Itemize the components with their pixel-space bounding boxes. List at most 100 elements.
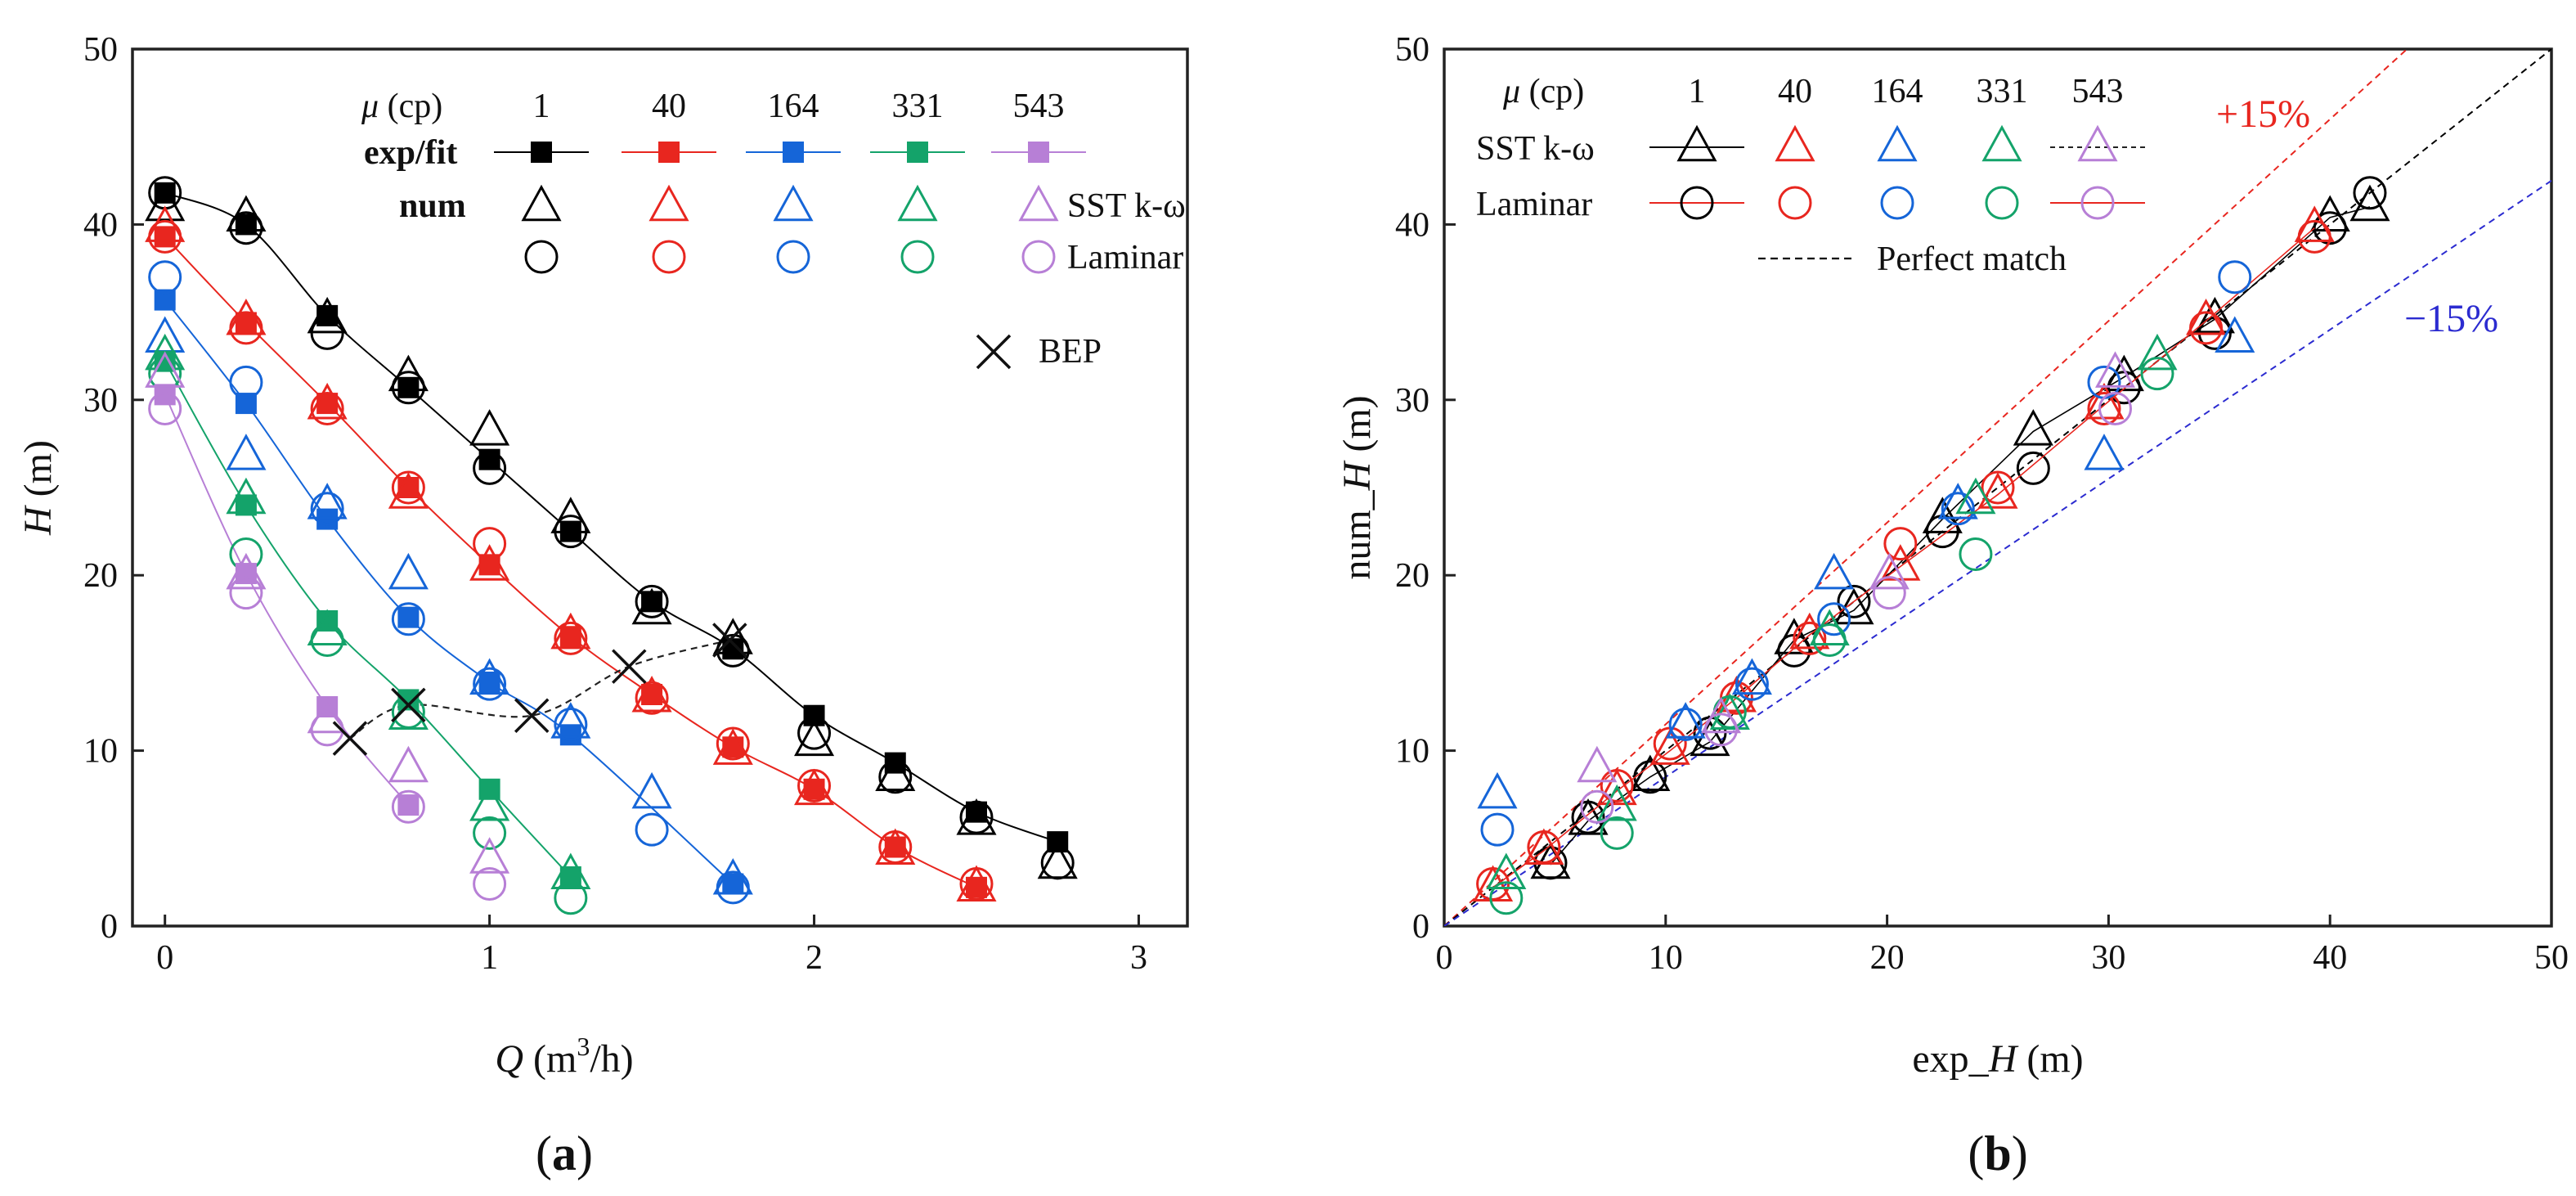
legend-a-mu-label: μ (cp): [361, 88, 442, 125]
sst-point-40: [388, 472, 429, 509]
sst-point-543: [145, 351, 186, 388]
y-tick-label: 30: [83, 382, 118, 420]
panel-a-ylabel: H (m): [16, 440, 60, 536]
sst-point-331: [469, 784, 510, 821]
legend-a-laminar-marker-543: [1021, 240, 1056, 274]
parity-laminar-point-331: [1959, 537, 1993, 571]
sst-point-543: [388, 745, 429, 783]
laminar-point-1: [797, 716, 832, 750]
legend-a-laminar-marker-1: [524, 240, 559, 274]
bep-point: [612, 649, 647, 684]
laminar-point-40: [878, 830, 913, 865]
laminar-point-1: [473, 451, 507, 485]
panel-b-xlabel: exp_H (m): [1912, 1037, 2083, 1081]
panel-b-ticks: 0 10 20 30 40 50 0 10 20 30 40 50: [1395, 31, 2569, 977]
parity-laminar-point-331: [1812, 623, 1847, 658]
x-tick-label: 40: [2313, 939, 2347, 977]
x-tick-label: 3: [1130, 939, 1147, 977]
panel-a-plot-frame: [131, 47, 1189, 928]
bep-point: [391, 687, 426, 723]
y-tick-label: 50: [1395, 31, 1429, 69]
parity-laminar-point-543: [1580, 789, 1614, 824]
parity-sst-point-331: [1955, 477, 1996, 515]
legend-b-sst-marker-331: [1981, 124, 2022, 162]
sst-point-164: [712, 857, 753, 895]
perfect-match-line: [1444, 49, 2551, 926]
parity-sst-point-1: [2349, 184, 2390, 222]
legend-a-exp-marker-40: [658, 142, 680, 163]
laminar-point-40: [716, 726, 750, 761]
laminar-point-543: [310, 713, 344, 747]
parity-laminar-point-40: [2189, 311, 2224, 345]
laminar-point-40: [148, 219, 182, 254]
legend-a-sst-marker-331: [897, 184, 938, 222]
panel-b-label: (b): [1968, 1126, 2027, 1180]
sst-point-1: [631, 587, 672, 625]
y-tick-label: 50: [83, 31, 118, 69]
parity-sst-point-331: [1596, 784, 1637, 821]
laminar-point-164: [310, 492, 344, 526]
sst-point-1: [145, 184, 186, 222]
panel-a-fit-curves: [164, 191, 1058, 888]
parity-sst-point-164: [1937, 483, 1978, 519]
y-tick-label: 20: [83, 557, 118, 595]
parity-sst-point-164: [1665, 702, 1706, 739]
laminar-point-331: [391, 695, 425, 729]
legend-a-row-exp: exp/fit: [364, 134, 457, 172]
legend-a-bep-marker: [976, 334, 1012, 370]
parity-laminar-point-331: [1600, 816, 1634, 850]
laminar-point-40: [635, 681, 669, 715]
parity-laminar-point-164: [1480, 812, 1515, 847]
parity-sst-point-331: [2137, 333, 2178, 371]
exp-point-164: [559, 724, 581, 746]
parity-sst-point-164: [2084, 434, 2125, 470]
parity-sst-point-543: [1577, 745, 1618, 783]
sst-point-40: [307, 382, 348, 420]
legend-a-bep-label: BEP: [1039, 333, 1102, 371]
y-tick-label: 20: [1395, 557, 1429, 595]
x-tick-label: 2: [806, 939, 823, 977]
legend-a-visc-164: 164: [768, 88, 819, 125]
laminar-point-40: [473, 527, 507, 561]
parity-sst-point-1: [2194, 296, 2235, 334]
laminar-point-164: [554, 707, 588, 741]
parity-sst-point-331: [1486, 852, 1527, 890]
legend-a-sst-marker-543: [1018, 184, 1059, 222]
laminar-point-1: [391, 371, 425, 405]
parity-sst-point-1: [1922, 497, 1963, 533]
panel-a-label: (a): [536, 1126, 593, 1180]
legend-b-sst-marker-40: [1775, 124, 1815, 162]
panel-b-legend: μ (cp) 1 40 164 331 543 SST k-ω Laminar …: [1476, 73, 2498, 340]
sst-point-1: [875, 754, 916, 791]
parity-sst-point-40: [1977, 472, 2018, 509]
legend-b-visc-164: 164: [1872, 73, 1923, 110]
parity-laminar-point-40: [1600, 768, 1634, 803]
legend-a-sst-marker-40: [648, 184, 689, 222]
panel-a-xlabel: Q (m3/h): [495, 1032, 633, 1081]
parity-laminar-point-40: [2087, 392, 2121, 426]
sst-point-40: [226, 299, 267, 335]
parity-laminar-point-543: [1872, 576, 1906, 610]
bep-point: [712, 623, 747, 658]
x-tick-label: 10: [1649, 939, 1683, 977]
parity-laminar-point-331: [1489, 881, 1524, 915]
parity-laminar-point-164: [1817, 602, 1851, 636]
exp-point-1: [316, 304, 339, 326]
laminar-point-164: [635, 812, 669, 847]
exp-point-543: [235, 563, 257, 585]
legend-b-perfect-label: Perfect match: [1877, 241, 2067, 278]
y-tick-label: 30: [1395, 382, 1429, 420]
laminar-point-1: [229, 211, 263, 245]
parity-laminar-point-331: [2140, 357, 2174, 391]
sst-point-40: [712, 728, 753, 765]
legend-b-visc-331: 331: [1977, 73, 2028, 110]
laminar-point-40: [310, 392, 344, 426]
sst-point-40: [550, 612, 591, 650]
x-tick-label: 50: [2534, 939, 2569, 977]
x-tick-label: 30: [2091, 939, 2125, 977]
x-tick-label: 0: [156, 939, 173, 977]
parity-sst-point-164: [1731, 658, 1772, 695]
band-upper-label: +15%: [2216, 92, 2310, 136]
